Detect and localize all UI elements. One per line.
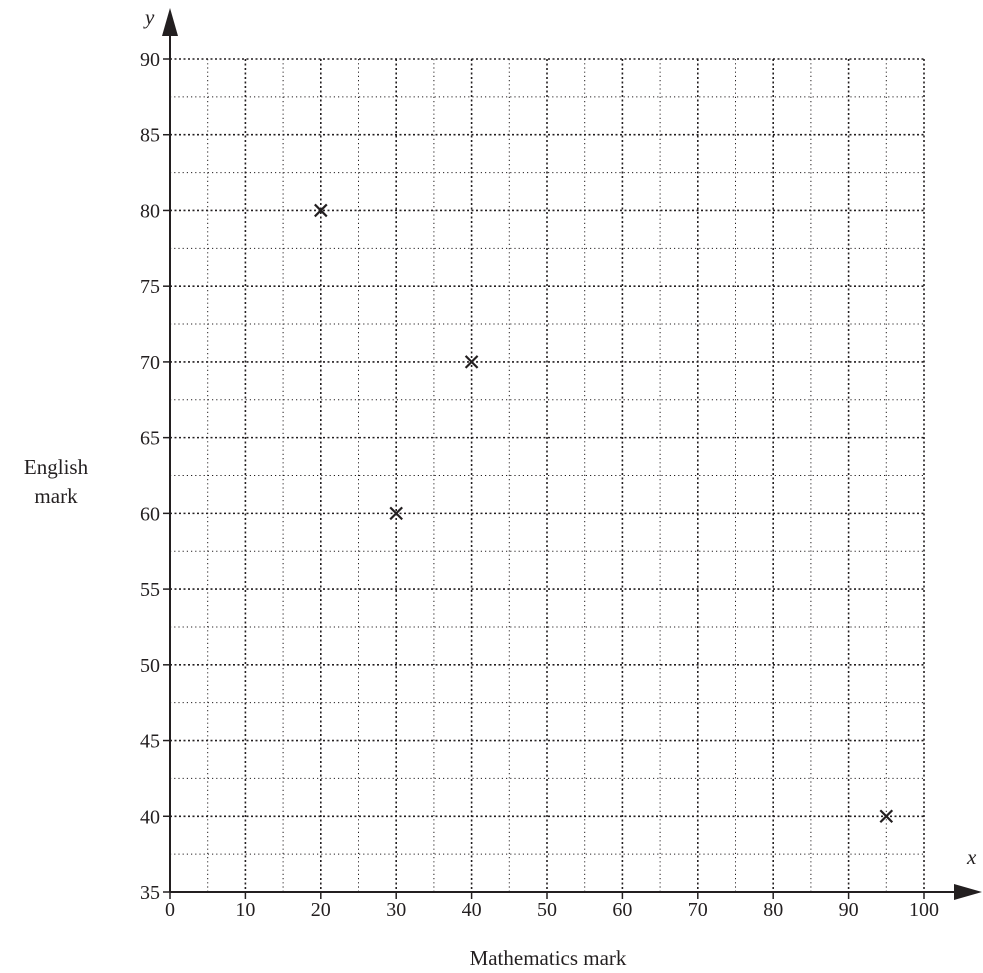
y-tick-label: 65 [140,428,160,450]
y-tick-label: 60 [140,503,160,525]
x-tick-label: 0 [165,899,175,921]
data-point-cross-icon [879,809,894,824]
y-axis-arrow-icon [162,8,178,36]
x-tick-label: 60 [612,899,632,921]
y-tick-label: 50 [140,655,160,677]
y-tick-label: 70 [140,352,160,374]
y-tick-label: 45 [140,731,160,753]
y-axis-title-line-1: English [24,455,89,479]
y-tick-label: 75 [140,276,160,298]
data-point-cross-icon [314,203,328,218]
x-tick-label: 70 [688,899,708,921]
y-tick-label: 90 [140,49,160,71]
x-tick-label: 20 [311,899,331,921]
x-tick-label: 30 [386,899,406,921]
x-tick-label: 10 [235,899,255,921]
x-tick-label: 40 [462,899,482,921]
grid [170,58,925,892]
axes [162,8,982,900]
y-tick-label: 35 [140,882,160,904]
y-tick-label: 80 [140,200,160,222]
x-axis-variable: x [966,845,977,869]
x-axis-title: Mathematics mark [470,946,627,970]
x-axis-arrow-icon [954,884,982,900]
y-tick-label: 40 [140,806,160,828]
y-tick-label: 55 [140,579,160,601]
x-tick-label: 100 [909,899,939,921]
data-point-cross-icon [464,355,479,369]
data-point-cross-icon [389,506,403,521]
y-axis-variable: y [143,5,155,29]
x-tick-label: 90 [839,899,859,921]
y-tick-label: 85 [140,125,160,147]
tick-labels: 0 10 20 30 40 50 60 70 80 90 100 35 40 45 50 55 60 65 70 75… [140,49,939,921]
data-points [314,203,894,824]
x-tick-label: 50 [537,899,557,921]
y-axis-title-line-2: mark [34,484,78,508]
x-tick-label: 80 [763,899,783,921]
